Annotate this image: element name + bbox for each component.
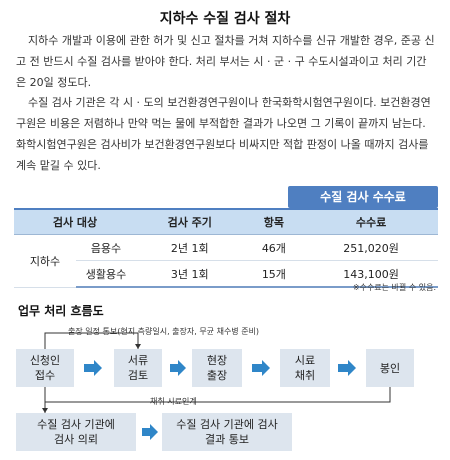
intro-paragraph: 지하수 개발과 이용에 관한 허가 및 신고 절차를 거쳐 지하수를 신규 개발… xyxy=(16,34,435,89)
header-items: 항목 xyxy=(243,208,305,235)
top-connector-arrowhead xyxy=(135,344,141,349)
items-cell: 15개 xyxy=(243,260,305,288)
fee-table-title: 수질 검사 수수료 xyxy=(288,186,438,208)
step-label: 서류 검토 xyxy=(127,354,149,382)
table-row: 지하수 음용수 2년 1회 46개 251,020원 xyxy=(14,234,438,288)
sub-cell: 음용수 xyxy=(76,234,136,261)
bottom-flow-label: 채취 시료인계 xyxy=(150,397,197,406)
cycle-cell: 3년 1회 xyxy=(136,260,244,288)
step-notify-result: 수질 검사 기관에 검사 결과 통보 xyxy=(162,413,292,451)
step-label: 신청인 접수 xyxy=(29,354,61,382)
top-flow-label: 출장 일정 통보(현지 측량일시, 출장자, 무균 채수병 준비) xyxy=(68,327,260,336)
sub-cell: 생활용수 xyxy=(76,260,136,288)
arrow-icon xyxy=(338,360,356,376)
header-target: 검사 대상 xyxy=(14,208,136,235)
top-connector-line xyxy=(44,332,139,349)
step-seal: 봉인 xyxy=(366,349,414,387)
fee-cell: 143,100원 xyxy=(304,260,438,288)
fee-table: 검사 대상 검사 주기 항목 수수료 지하수 음용수 2년 1회 46개 251… xyxy=(14,208,438,288)
flow-title: 업무 처리 흐름도 xyxy=(18,304,104,318)
arrow-icon xyxy=(170,360,186,376)
category-cell: 지하수 xyxy=(14,234,76,288)
step-review: 서류 검토 xyxy=(114,349,162,387)
header-cycle: 검사 주기 xyxy=(136,208,244,235)
table-row: 생활용수 3년 1회 15개 143,100원 xyxy=(14,260,438,288)
arrow-icon xyxy=(84,360,102,376)
header-fee: 수수료 xyxy=(304,208,438,235)
arrow-icon xyxy=(142,424,158,440)
step-request-test: 수질 검사 기관에 검사 의뢰 xyxy=(16,413,136,451)
step-label: 현장 출장 xyxy=(206,354,228,382)
down-connector-arrowhead xyxy=(42,408,48,413)
step-label: 봉인 xyxy=(379,361,401,375)
step-sampling: 시료 채취 xyxy=(280,349,330,387)
bottom-connector-line xyxy=(44,387,391,403)
arrow-icon xyxy=(252,360,270,376)
step-label: 수질 검사 기관에 검사 결과 통보 xyxy=(176,418,278,446)
step-label: 수질 검사 기관에 검사 의뢰 xyxy=(37,418,115,446)
step-field-trip: 현장 출장 xyxy=(192,349,242,387)
fee-table-header: 검사 대상 검사 주기 항목 수수료 xyxy=(14,208,438,235)
fee-cell: 251,020원 xyxy=(304,234,438,261)
page-title: 지하수 수질 검사 절차 xyxy=(159,11,291,27)
step-label: 시료 채취 xyxy=(294,354,316,382)
fee-note: ※수수료는 바뀔 수 있음. xyxy=(352,283,436,292)
items-cell: 46개 xyxy=(243,234,305,261)
step-receipt: 신청인 접수 xyxy=(16,349,74,387)
agency-paragraph: 수질 검사 기관은 각 시 · 도의 보건환경연구원이나 한국화학시험연구원이다… xyxy=(16,96,431,172)
cycle-cell: 2년 1회 xyxy=(136,234,244,261)
